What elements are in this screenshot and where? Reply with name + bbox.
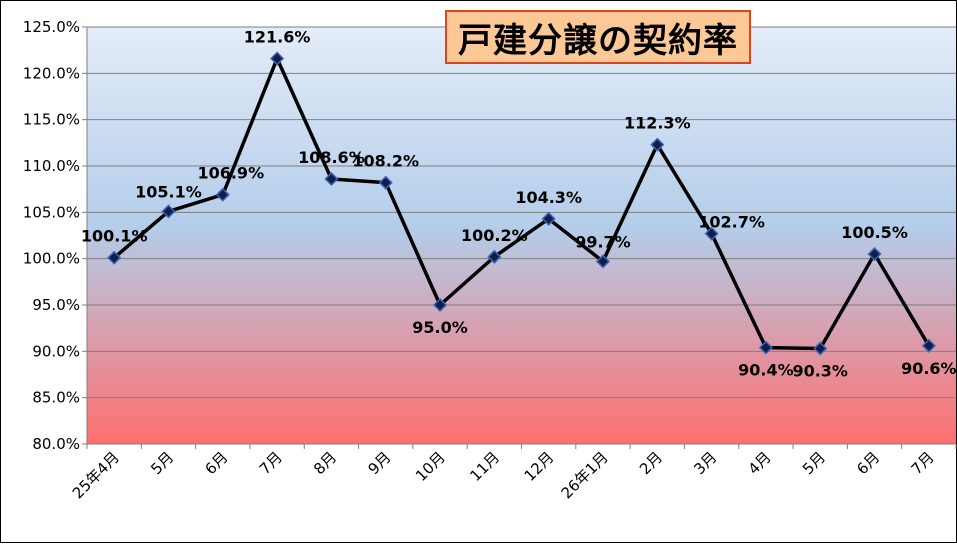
y-tick-label: 125.0%	[23, 18, 80, 36]
series	[107, 51, 936, 356]
y-axis: 80.0% 85.0% 90.0% 95.0% 100.0% 105.0% 110.0% 11…	[23, 18, 88, 453]
x-tick-label: 7月	[908, 448, 938, 478]
x-tick-label: 4月	[745, 448, 775, 478]
y-tick-label: 100.0%	[23, 250, 80, 268]
chart-title: 戸建分譲の契約率	[458, 20, 738, 61]
data-label: 105.1%	[135, 182, 202, 201]
x-tick-label: 6月	[853, 448, 883, 478]
data-point-marker	[161, 204, 176, 219]
y-tick-label: 95.0%	[32, 296, 80, 314]
data-point-marker	[324, 171, 339, 187]
chart-title-box: 戸建分譲の契約率	[445, 10, 751, 64]
plot-area	[87, 27, 956, 444]
x-tick-label: 25年4月	[69, 448, 123, 502]
x-tick-label: 11月	[466, 448, 503, 485]
y-tick-label: 110.0%	[23, 157, 80, 175]
x-tick-label: 2月	[636, 448, 666, 478]
data-point-marker	[867, 246, 882, 262]
data-label: 121.6%	[244, 28, 311, 47]
data-point-marker	[487, 249, 502, 264]
data-label: 90.4%	[738, 361, 794, 380]
data-label: 106.9%	[197, 164, 264, 183]
x-tick-label: 7月	[256, 448, 286, 478]
data-label: 99.7%	[575, 232, 631, 251]
data-point-marker	[650, 137, 665, 152]
data-point-marker	[107, 250, 122, 265]
y-tick-label: 120.0%	[23, 64, 80, 82]
data-point-marker	[704, 226, 719, 241]
x-axis: 25年4月 5月 6月 7月 8月 9月 10月 11月 12月 26年1月 2月 3月 4月 5月 6月 7…	[69, 443, 957, 502]
x-tick-label: 3月	[690, 448, 720, 478]
data-point-marker	[595, 254, 611, 269]
data-label: 108.2%	[352, 152, 419, 171]
data-point-marker	[270, 51, 285, 66]
data-label: 90.3%	[792, 362, 848, 381]
x-tick-label: 9月	[364, 448, 394, 478]
series-line	[113, 56, 931, 351]
data-label: 95.0%	[412, 318, 468, 337]
data-label: 100.1%	[81, 227, 148, 246]
data-label: 104.3%	[515, 188, 582, 207]
data-label: 112.3%	[624, 114, 691, 133]
data-point-marker	[215, 187, 230, 202]
data-point-marker	[813, 341, 828, 356]
x-tick-label: 5月	[799, 448, 829, 478]
y-tick-label: 90.0%	[32, 342, 80, 360]
y-tick-label: 85.0%	[32, 389, 80, 407]
y-tick-label: 105.0%	[23, 203, 80, 221]
data-point-marker	[541, 211, 556, 226]
data-point-marker	[921, 338, 936, 353]
data-label: 100.5%	[841, 223, 908, 242]
y-tick-label: 115.0%	[23, 111, 80, 129]
x-tick-label: 12月	[521, 448, 558, 485]
x-tick-label: 5月	[147, 448, 177, 478]
data-point-marker	[378, 175, 393, 190]
x-tick-label: 26年1月	[558, 448, 612, 502]
data-point-marker	[758, 340, 773, 355]
x-tick-label: 10月	[412, 448, 449, 485]
x-tick-label: 6月	[202, 448, 232, 478]
y-tick-label: 80.0%	[32, 435, 80, 453]
data-point-marker	[432, 297, 448, 313]
data-label: 90.6%	[901, 359, 957, 378]
data-label: 102.7%	[698, 213, 765, 232]
data-label: 108.6%	[298, 148, 365, 167]
data-labels: 100.1% 105.1%106.9% 121.6% 108.6%108.2% 95.0…	[81, 28, 957, 381]
x-tick-label: 8月	[310, 448, 340, 478]
data-label: 100.2%	[461, 226, 528, 245]
